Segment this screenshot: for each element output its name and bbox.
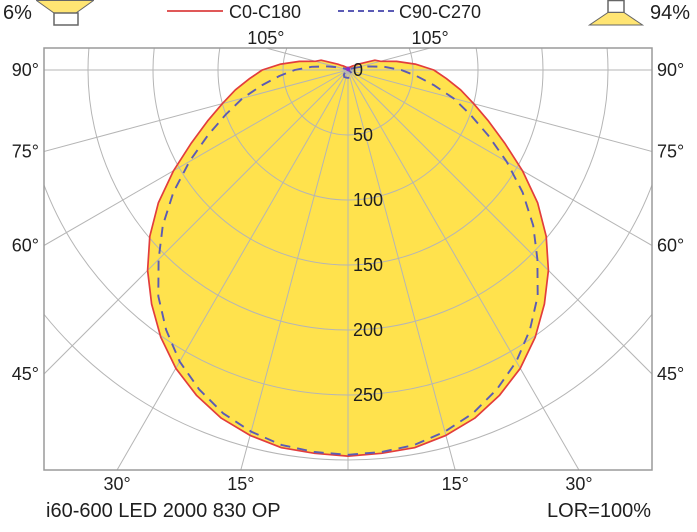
- grid-angle-line: [347, 69, 456, 470]
- grid-angle-line: [347, 69, 652, 375]
- legend-label-c0: C0-C180: [229, 2, 302, 22]
- angle-label-left: 60°: [12, 236, 39, 256]
- uplight-luminaire-icon: [36, 0, 94, 26]
- angle-label-right: 45°: [657, 364, 684, 384]
- product-title: i60-600 LED 2000 830 OP: [46, 500, 281, 522]
- uplight-percentage: 6%: [3, 2, 32, 24]
- grid-angle-line: [347, 69, 580, 470]
- ring-label: 150: [353, 255, 383, 275]
- angle-label-left: 75°: [12, 141, 39, 161]
- grid-angle-line: [44, 69, 349, 375]
- grid-angle-line: [347, 48, 433, 71]
- grid-angle-line: [347, 69, 652, 152]
- angle-label-right: 90°: [657, 60, 684, 80]
- angle-label-top: 105°: [411, 28, 448, 48]
- angle-label-left: 90°: [12, 60, 39, 80]
- ring-label: 100: [353, 190, 383, 210]
- angle-label-top: 105°: [247, 28, 284, 48]
- grid-angle-line: [347, 69, 652, 247]
- lor-value: LOR=100%: [547, 500, 651, 522]
- grid-angle-line: [44, 69, 349, 247]
- angle-label-bottom: 15°: [227, 474, 254, 494]
- grid-angle-line: [116, 69, 349, 470]
- grid-angle-line: [240, 69, 349, 470]
- ring-label: 200: [353, 320, 383, 340]
- downlight-percentage: 94%: [650, 2, 691, 24]
- angle-label-right: 75°: [657, 141, 684, 161]
- chart-frame: [43, 47, 653, 471]
- angle-label-bottom: 30°: [565, 474, 592, 494]
- legend-line-c0: [167, 10, 223, 12]
- ring-label: 0: [353, 60, 363, 80]
- ring-label: 50: [353, 125, 373, 145]
- angle-label-right: 60°: [657, 236, 684, 256]
- center-marker: [345, 66, 351, 72]
- grid-angle-line: [263, 48, 349, 71]
- legend-label-c90: C90-C270: [399, 2, 482, 22]
- legend-line-c90: [338, 10, 394, 12]
- ring-label: 250: [353, 385, 383, 405]
- angle-label-bottom: 15°: [442, 474, 469, 494]
- downlight-luminaire-icon: [588, 0, 644, 26]
- angle-label-bottom: 30°: [103, 474, 130, 494]
- grid-angle-line: [44, 69, 349, 152]
- curve-c90-c270: [157, 65, 539, 456]
- angle-label-left: 45°: [12, 364, 39, 384]
